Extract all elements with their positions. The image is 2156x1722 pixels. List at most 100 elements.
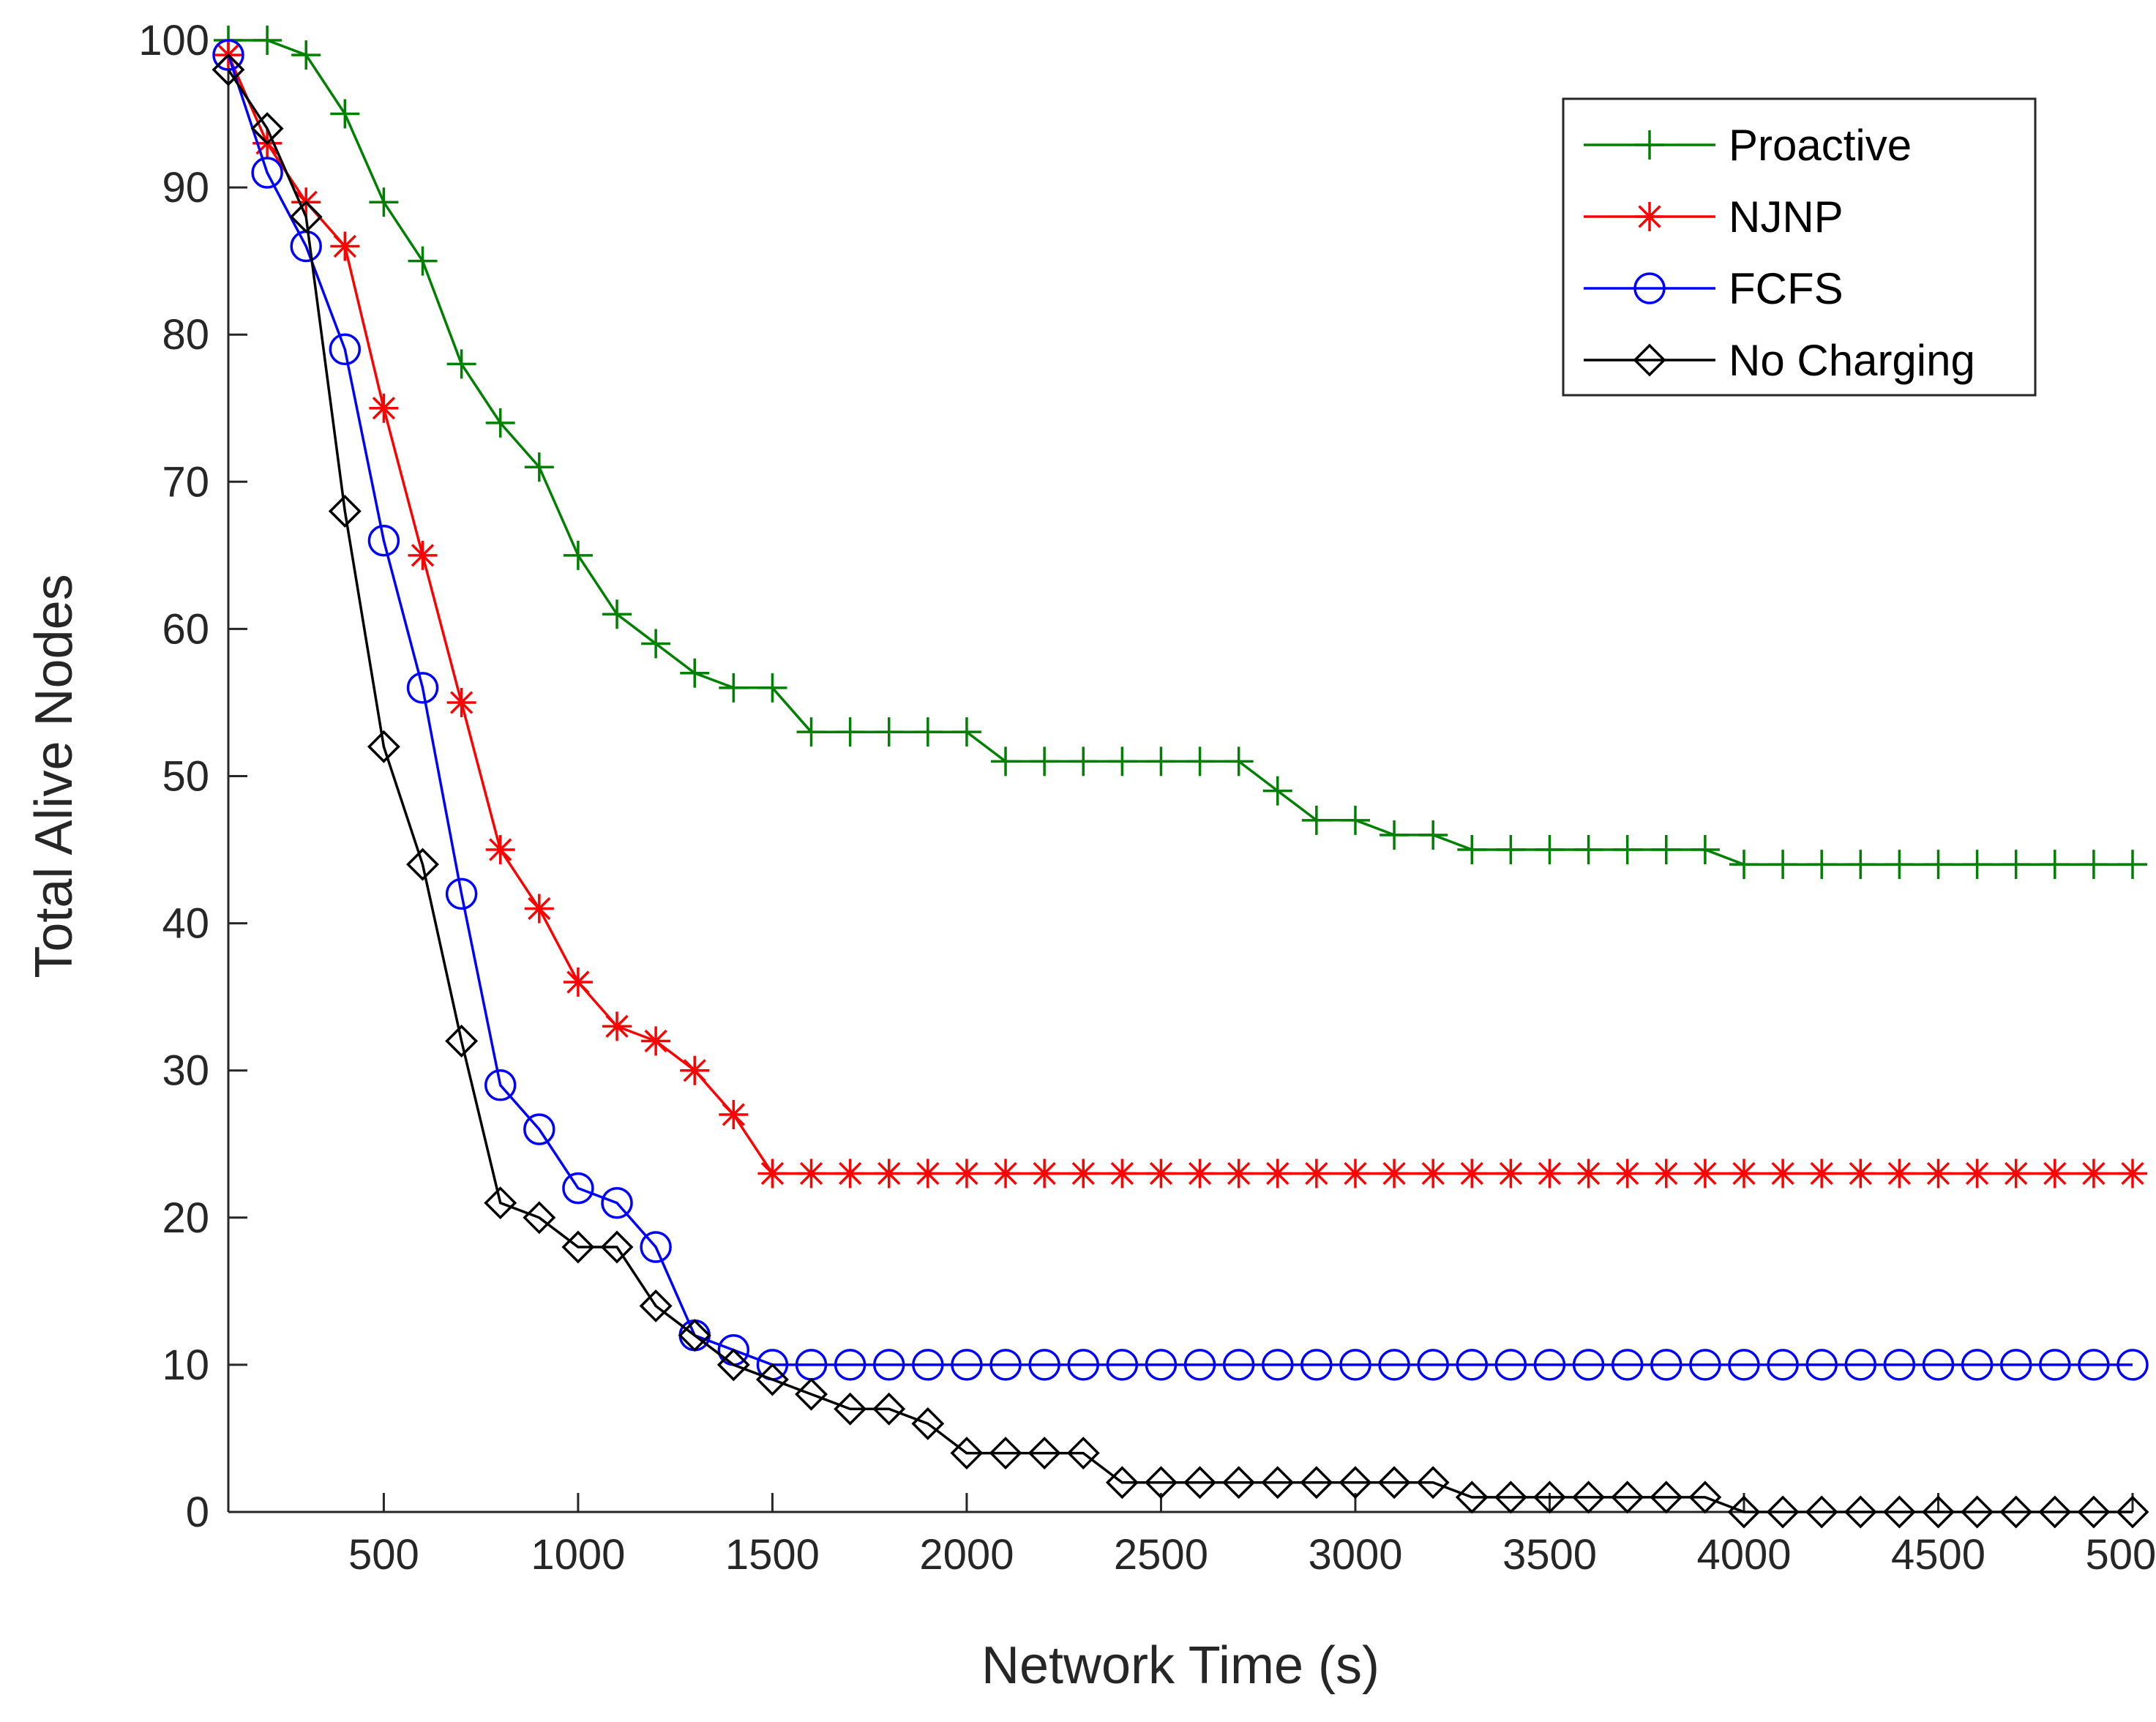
data-point-no-charging bbox=[1650, 1480, 1683, 1514]
data-point-no-charging bbox=[1416, 1466, 1450, 1500]
data-point-njnp bbox=[951, 1158, 981, 1188]
y-tick-label: 10 bbox=[162, 1341, 209, 1389]
data-point-njnp bbox=[446, 687, 476, 717]
y-tick-label: 30 bbox=[162, 1047, 209, 1095]
data-point-no-charging bbox=[1028, 1437, 1061, 1470]
data-point-no-charging bbox=[1066, 1437, 1100, 1470]
data-point-no-charging bbox=[1455, 1480, 1489, 1514]
data-point-no-charging bbox=[1222, 1466, 1256, 1500]
data-point-fcfs bbox=[1262, 1349, 1294, 1381]
data-point-fcfs bbox=[1961, 1349, 1994, 1381]
legend-marker-no-charging bbox=[1633, 343, 1666, 377]
data-point-proactive bbox=[1457, 835, 1487, 865]
data-point-proactive bbox=[991, 746, 1021, 776]
x-tick-label: 4500 bbox=[1891, 1531, 1985, 1579]
data-point-njnp bbox=[2118, 1158, 2147, 1188]
legend-label: No Charging bbox=[1729, 336, 1975, 385]
data-point-proactive bbox=[1612, 835, 1642, 865]
data-point-fcfs bbox=[1728, 1349, 1760, 1381]
data-point-fcfs bbox=[212, 39, 244, 71]
data-point-no-charging bbox=[1611, 1480, 1644, 1514]
data-point-no-charging bbox=[1105, 1466, 1139, 1500]
data-point-fcfs bbox=[1494, 1349, 1527, 1381]
data-point-fcfs bbox=[523, 1113, 555, 1145]
data-point-proactive bbox=[913, 717, 943, 747]
data-point-proactive bbox=[2118, 850, 2147, 880]
data-point-proactive bbox=[524, 452, 554, 482]
x-axis-label: Network Time (s) bbox=[981, 1636, 1380, 1695]
data-point-proactive bbox=[1146, 746, 1176, 776]
data-point-fcfs bbox=[834, 1349, 866, 1381]
data-point-no-charging bbox=[872, 1392, 906, 1426]
series-line-no-charging bbox=[227, 69, 2133, 1513]
data-point-proactive bbox=[1535, 835, 1565, 865]
data-point-proactive bbox=[1262, 776, 1292, 806]
y-tick-label: 70 bbox=[162, 458, 209, 506]
data-point-fcfs bbox=[484, 1069, 517, 1101]
data-point-fcfs bbox=[1805, 1349, 1838, 1381]
y-tick-label: 20 bbox=[162, 1194, 209, 1242]
x-tick-label: 4000 bbox=[1696, 1531, 1791, 1579]
data-point-proactive bbox=[874, 717, 904, 747]
data-point-proactive bbox=[1846, 850, 1876, 880]
legend: Proactive NJNP FCFS No Charging bbox=[1562, 97, 2037, 397]
data-point-proactive bbox=[1573, 835, 1603, 865]
data-point-proactive bbox=[641, 629, 671, 659]
data-point-proactive bbox=[757, 673, 787, 703]
y-axis-label: Total Alive Nodes bbox=[25, 574, 83, 978]
data-point-njnp bbox=[1185, 1158, 1215, 1188]
data-point-fcfs bbox=[601, 1186, 633, 1219]
data-point-njnp bbox=[991, 1158, 1021, 1188]
data-point-fcfs bbox=[1145, 1349, 1178, 1381]
data-point-njnp bbox=[1030, 1158, 1060, 1188]
data-point-njnp bbox=[757, 1158, 787, 1188]
data-point-no-charging bbox=[1494, 1480, 1527, 1514]
data-point-proactive bbox=[1729, 850, 1759, 880]
data-point-proactive bbox=[1068, 746, 1098, 776]
data-point-njnp bbox=[913, 1158, 943, 1188]
data-point-proactive bbox=[446, 349, 476, 379]
data-point-no-charging bbox=[1844, 1495, 1877, 1529]
data-point-no-charging bbox=[1183, 1466, 1217, 1500]
data-point-proactive bbox=[951, 717, 981, 747]
data-point-njnp bbox=[1457, 1158, 1487, 1188]
data-point-fcfs bbox=[951, 1349, 983, 1381]
data-point-njnp bbox=[1846, 1158, 1876, 1188]
data-point-proactive bbox=[2001, 850, 2031, 880]
data-point-no-charging bbox=[289, 200, 323, 233]
data-point-fcfs bbox=[1028, 1349, 1060, 1381]
data-point-no-charging bbox=[1766, 1495, 1800, 1529]
data-point-fcfs bbox=[1378, 1349, 1410, 1381]
data-point-no-charging bbox=[1688, 1480, 1722, 1514]
data-point-njnp bbox=[524, 894, 554, 924]
data-point-fcfs bbox=[1183, 1349, 1216, 1381]
x-tick-label: 500 bbox=[348, 1531, 419, 1579]
data-point-proactive bbox=[1107, 746, 1137, 776]
data-point-njnp bbox=[1690, 1158, 1720, 1188]
data-point-njnp bbox=[1884, 1158, 1914, 1188]
data-point-njnp bbox=[1651, 1158, 1681, 1188]
data-point-proactive bbox=[602, 599, 632, 629]
data-point-njnp bbox=[1340, 1158, 1370, 1188]
data-point-no-charging bbox=[2038, 1495, 2072, 1529]
data-point-fcfs bbox=[1611, 1349, 1644, 1381]
data-point-fcfs bbox=[1106, 1349, 1139, 1381]
data-point-no-charging bbox=[1961, 1495, 1994, 1529]
data-point-njnp bbox=[1923, 1158, 1953, 1188]
y-tick-label: 50 bbox=[162, 753, 209, 801]
data-point-njnp bbox=[1496, 1158, 1526, 1188]
data-point-proactive bbox=[485, 408, 515, 438]
data-point-no-charging bbox=[1805, 1495, 1838, 1529]
data-point-no-charging bbox=[795, 1377, 828, 1411]
data-point-proactive bbox=[835, 717, 865, 747]
data-point-no-charging bbox=[2116, 1495, 2149, 1529]
data-point-fcfs bbox=[989, 1349, 1022, 1381]
series-layer bbox=[212, 26, 2149, 1529]
data-point-no-charging bbox=[950, 1437, 984, 1470]
legend-marker-fcfs bbox=[1633, 272, 1666, 304]
data-point-no-charging bbox=[1261, 1466, 1295, 1500]
data-point-proactive bbox=[719, 673, 749, 703]
data-point-fcfs bbox=[912, 1349, 944, 1381]
data-point-fcfs bbox=[1650, 1349, 1682, 1381]
